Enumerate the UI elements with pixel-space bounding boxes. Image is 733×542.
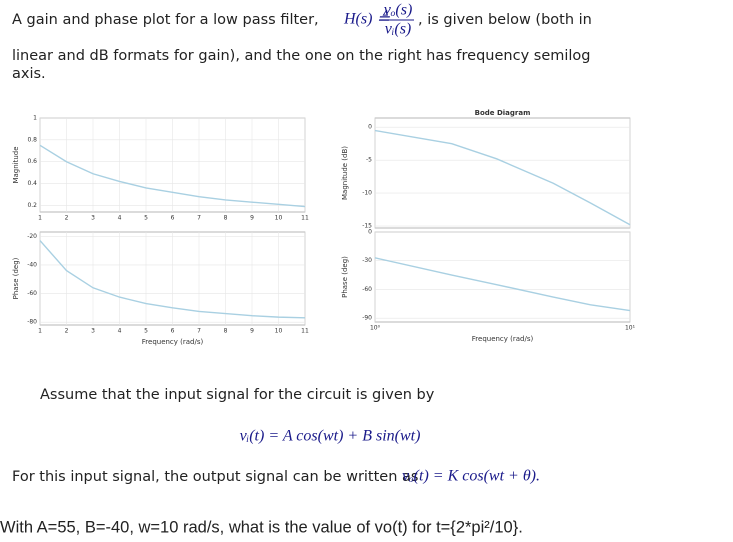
output-equation: vₒ(t) = K cos(wt + θ). [402, 468, 540, 485]
intro-line: axis. [12, 66, 46, 82]
x-tick-label: 5 [144, 215, 148, 222]
curve [374, 257, 631, 312]
x-tick-label: 9 [250, 328, 254, 335]
x-tick-label: 4 [118, 328, 122, 335]
x-axis-label: Frequency (rad/s) [142, 338, 204, 346]
y-tick-label: -80 [27, 319, 37, 326]
x-tick-label: 8 [224, 215, 228, 222]
x-tick-label: 11 [301, 215, 309, 222]
curve [39, 240, 306, 319]
question: With A=55, B=-40, w=10 rad/s, what is th… [0, 518, 523, 536]
y-tick-label: -30 [362, 257, 372, 264]
x-tick-label: 6 [171, 215, 175, 222]
assume-text: Assume that the input signal for the cir… [40, 387, 435, 403]
x-tick-label: 7 [197, 215, 201, 222]
plot-area [374, 231, 631, 323]
x-tick-label: 2 [65, 328, 69, 335]
plot-area [374, 117, 631, 229]
y-tick-label: 0 [368, 124, 372, 131]
y-tick-label: 0.8 [27, 136, 37, 143]
x-axis-label: Frequency (rad/s) [472, 335, 534, 343]
intro-line: linear and dB formats for gain), and the… [12, 48, 591, 64]
curve [39, 144, 306, 208]
y-tick-label: 0.2 [27, 202, 37, 209]
y-axis-label: Magnitude (dB) [341, 146, 349, 200]
x-tick-label: 1 [38, 328, 42, 335]
y-tick-label: -60 [27, 290, 37, 297]
intro-line: , is given below (both in [418, 12, 592, 28]
y-tick-label: -60 [362, 286, 372, 293]
curve [374, 129, 631, 226]
x-tick-label: 3 [91, 328, 95, 335]
intro-line: A gain and phase plot for a low pass fil… [12, 12, 319, 28]
y-tick-label: 0.4 [27, 180, 37, 187]
x-tick-label: 4 [118, 215, 122, 222]
x-tick-label: 10 [275, 215, 283, 222]
transfer-denominator: vᵢ(s) [385, 21, 412, 38]
x-tick-label: 7 [197, 328, 201, 335]
y-tick-label: -5 [366, 157, 372, 164]
y-tick-label: 0.6 [27, 158, 37, 165]
y-tick-label: -90 [362, 315, 372, 322]
x-tick-label: 10⁰ [370, 325, 381, 332]
y-tick-label: -15 [362, 223, 372, 230]
x-tick-label: 9 [250, 215, 254, 222]
x-tick-label: 1 [38, 215, 42, 222]
x-tick-label: 8 [224, 328, 228, 335]
x-tick-label: 2 [65, 215, 69, 222]
y-tick-label: 0 [368, 229, 372, 236]
x-tick-label: 10¹ [625, 325, 636, 332]
y-tick-label: -40 [27, 261, 37, 268]
y-axis-label: Magnitude [12, 146, 20, 183]
y-tick-label: -10 [362, 190, 372, 197]
chart-title: Bode Diagram [475, 109, 531, 117]
transfer-numerator: vₒ(s) [384, 2, 413, 19]
x-tick-label: 11 [301, 328, 309, 335]
input-equation: vᵢ(t) = A cos(wt) + B sin(wt) [240, 428, 421, 445]
transfer-lhs: H(s) ≜ [343, 10, 390, 28]
y-axis-label: Phase (deg) [341, 256, 349, 298]
x-tick-label: 6 [171, 328, 175, 335]
x-tick-label: 5 [144, 328, 148, 335]
y-tick-label: 1 [33, 115, 37, 122]
output-text: For this input signal, the output signal… [12, 469, 418, 485]
x-tick-label: 3 [91, 215, 95, 222]
y-tick-label: -20 [27, 233, 37, 240]
x-tick-label: 10 [275, 328, 283, 335]
y-axis-label: Phase (deg) [12, 257, 20, 299]
